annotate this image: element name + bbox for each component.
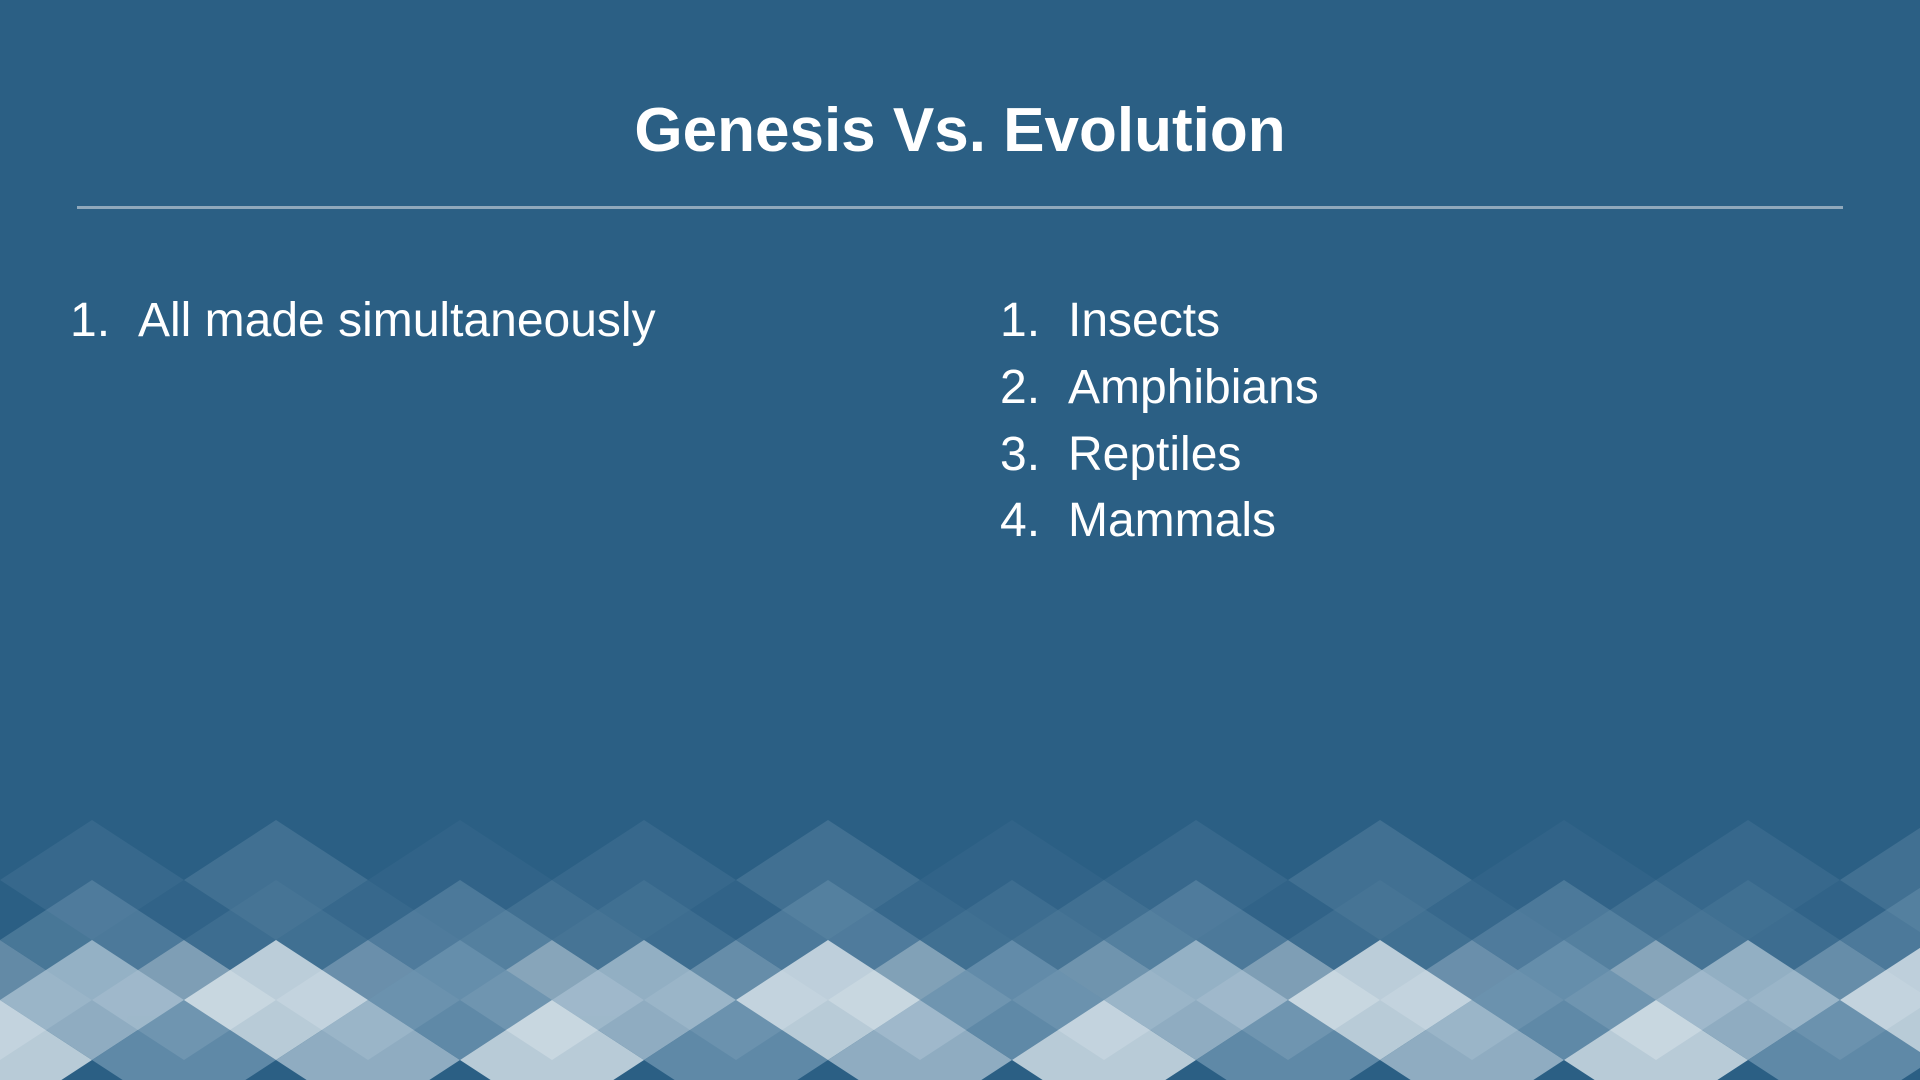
left-column: 1. All made simultaneously xyxy=(70,289,940,556)
list-item: 1. All made simultaneously xyxy=(70,289,920,354)
right-column: 1. Insects 2. Amphibians 3. Reptiles 4. … xyxy=(940,289,1850,556)
list-item: 2. Amphibians xyxy=(1000,356,1850,421)
list-item: 4. Mammals xyxy=(1000,489,1850,554)
list-item: 3. Reptiles xyxy=(1000,423,1850,488)
list-text: Insects xyxy=(1060,289,1220,354)
list-text: Mammals xyxy=(1060,489,1276,554)
list-number: 3. xyxy=(1000,423,1060,488)
list-number: 1. xyxy=(1000,289,1060,354)
list-item: 1. Insects xyxy=(1000,289,1850,354)
list-number: 2. xyxy=(1000,356,1060,421)
slide-title: Genesis Vs. Evolution xyxy=(0,0,1920,206)
diamond-pattern-decoration xyxy=(0,820,1920,1080)
list-number: 4. xyxy=(1000,489,1060,554)
list-text: Amphibians xyxy=(1060,356,1319,421)
slide-container: Genesis Vs. Evolution 1. All made simult… xyxy=(0,0,1920,1080)
content-area: 1. All made simultaneously 1. Insects 2.… xyxy=(0,209,1920,556)
list-text: All made simultaneously xyxy=(130,289,656,354)
list-text: Reptiles xyxy=(1060,423,1241,488)
list-number: 1. xyxy=(70,289,130,354)
